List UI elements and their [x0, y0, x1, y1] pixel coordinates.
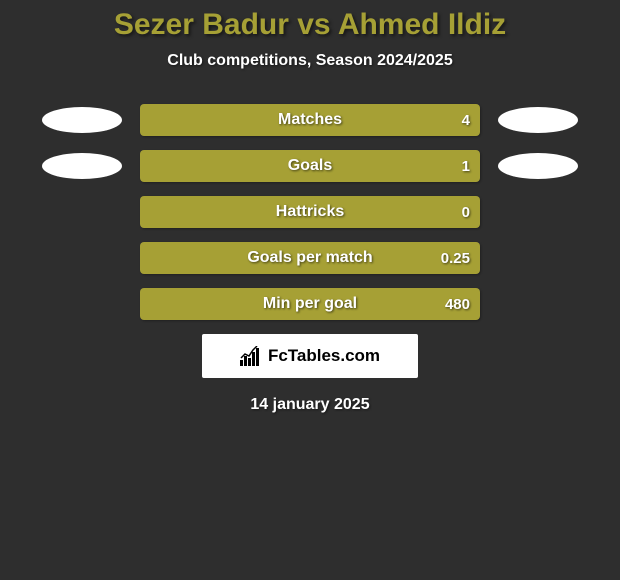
stat-value-right: 4 — [462, 112, 470, 129]
date-label: 14 january 2025 — [0, 396, 620, 414]
bar-overlay: Hattricks 0 — [140, 196, 480, 228]
player-left-ellipse — [42, 153, 122, 179]
player-right-ellipse — [498, 107, 578, 133]
subtitle: Club competitions, Season 2024/2025 — [0, 52, 620, 70]
stat-bar: Hattricks 0 — [140, 196, 480, 228]
bar-overlay: Matches 4 — [140, 104, 480, 136]
stat-bar: Min per goal 480 — [140, 288, 480, 320]
stat-value-right: 0.25 — [441, 250, 470, 267]
stat-bar: Goals 1 — [140, 150, 480, 182]
stat-label: Min per goal — [263, 295, 357, 313]
stat-value-right: 480 — [445, 296, 470, 313]
stat-label: Hattricks — [276, 203, 344, 221]
stat-value-right: 0 — [462, 204, 470, 221]
logo-text: FcTables.com — [268, 346, 380, 366]
logo-box: FcTables.com — [202, 334, 418, 378]
stat-bar: Matches 4 — [140, 104, 480, 136]
stat-bar: Goals per match 0.25 — [140, 242, 480, 274]
page-title: Sezer Badur vs Ahmed Ildiz — [0, 0, 620, 42]
stat-row: Matches 4 — [20, 104, 600, 136]
bar-overlay: Goals 1 — [140, 150, 480, 182]
stat-row: Hattricks 0 — [20, 196, 600, 228]
stat-label: Goals per match — [247, 249, 372, 267]
stat-label: Matches — [278, 111, 342, 129]
stat-value-right: 1 — [462, 158, 470, 175]
stat-label: Goals — [288, 157, 332, 175]
stat-row: Min per goal 480 — [20, 288, 600, 320]
stat-row: Goals 1 — [20, 150, 600, 182]
bar-overlay: Min per goal 480 — [140, 288, 480, 320]
stat-row: Goals per match 0.25 — [20, 242, 600, 274]
bar-chart-icon — [240, 346, 262, 366]
player-left-ellipse — [42, 107, 122, 133]
bar-overlay: Goals per match 0.25 — [140, 242, 480, 274]
stats-container: Matches 4 Goals 1 Hattricks 0 Goals per match 0… — [0, 104, 620, 320]
player-right-ellipse — [498, 153, 578, 179]
